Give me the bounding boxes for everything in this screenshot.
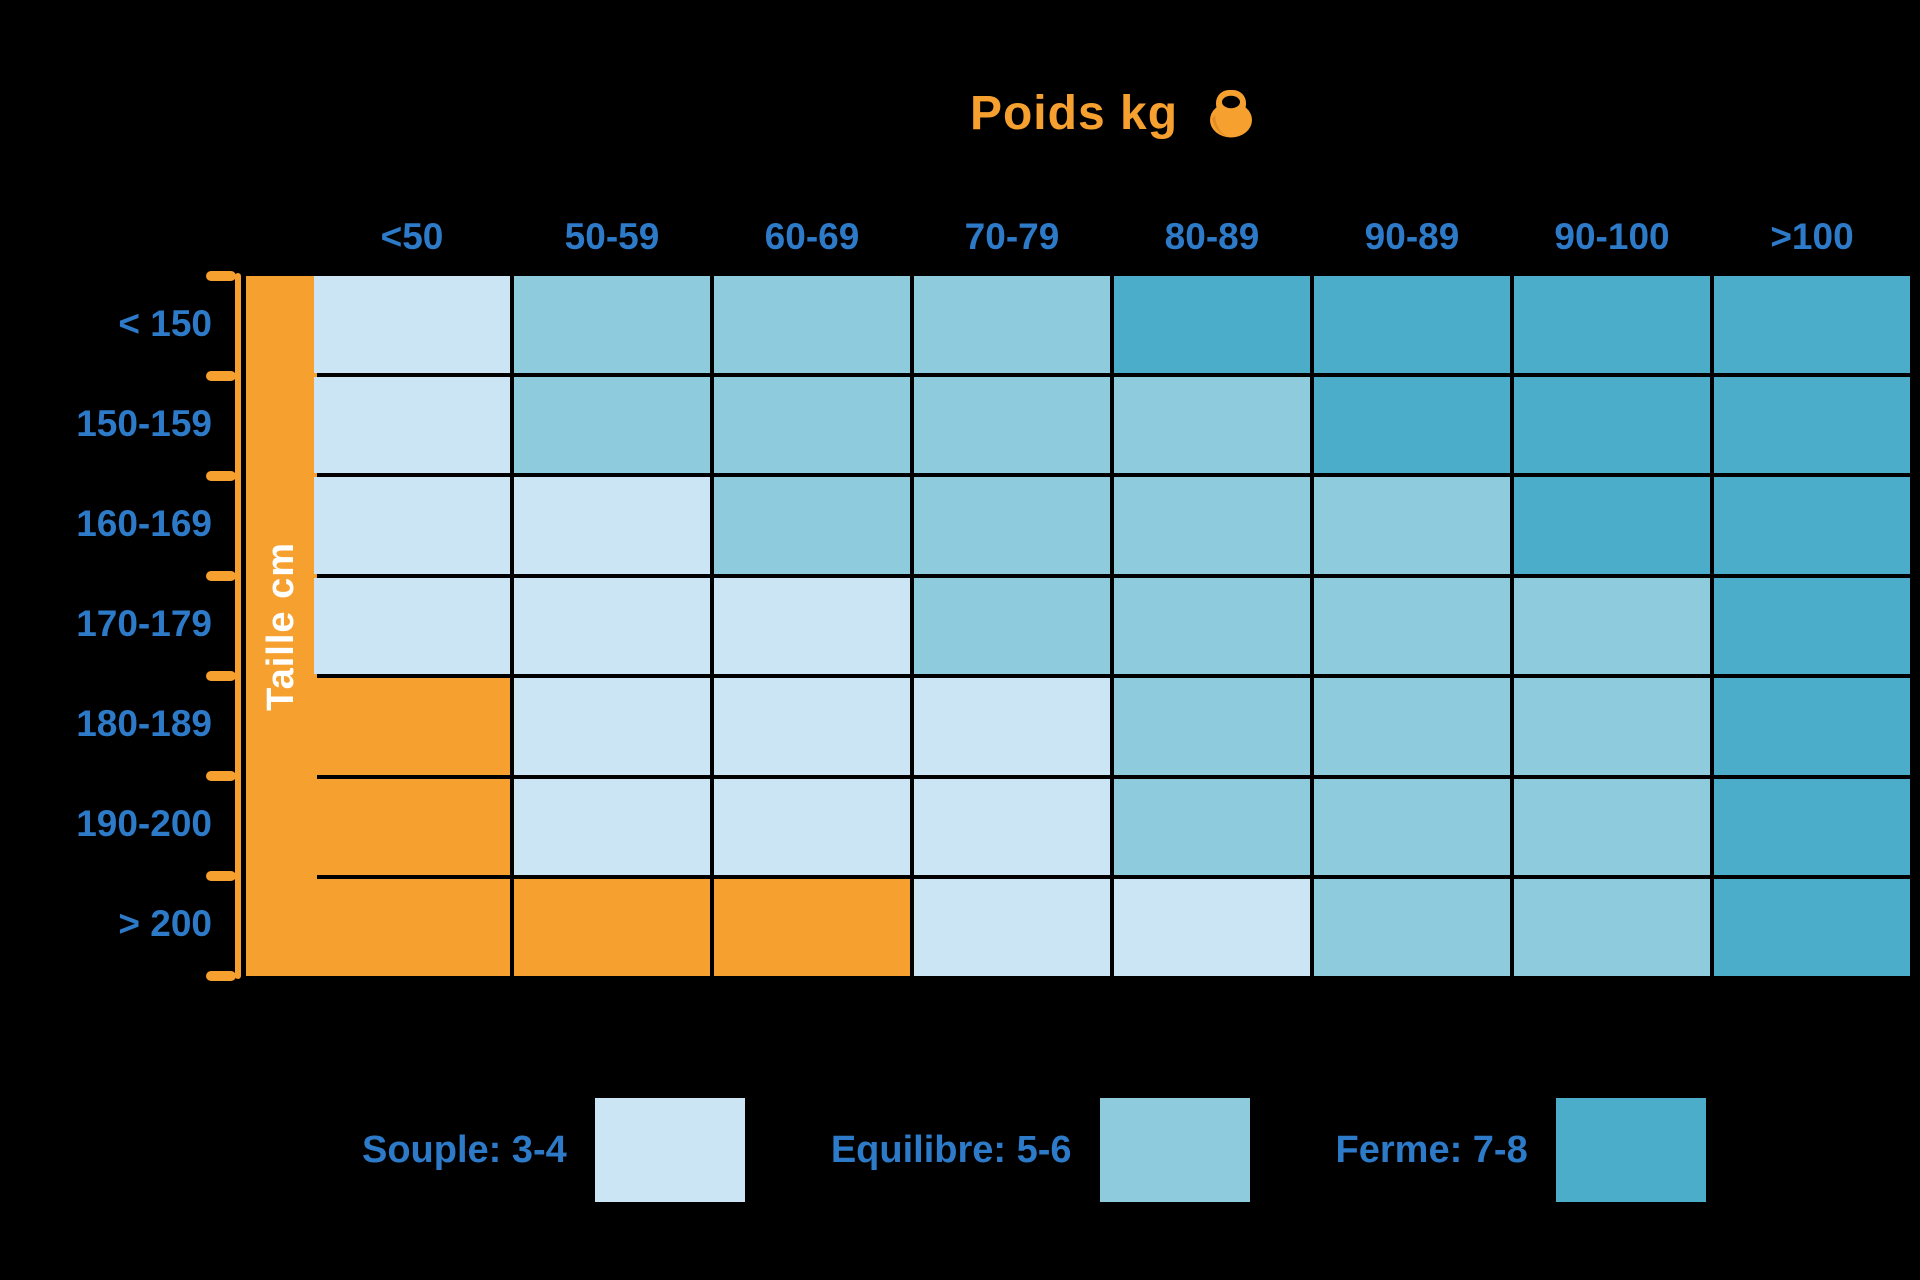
heatmap-cell — [914, 376, 1110, 474]
kettlebell-icon — [1208, 89, 1254, 138]
y-axis-line — [235, 273, 241, 979]
heatmap-cell — [914, 678, 1110, 775]
column-header: 50-59 — [564, 216, 660, 257]
row-label: 180-189 — [76, 703, 212, 744]
heatmap-cell — [1314, 577, 1510, 675]
row-label: 160-169 — [76, 503, 212, 544]
heatmap-cell — [1514, 778, 1710, 876]
heatmap-cell — [514, 879, 710, 976]
column-header: 80-89 — [1164, 216, 1260, 257]
y-axis-tick — [206, 671, 236, 681]
heatmap-cell — [314, 276, 510, 373]
legend-swatch — [594, 1098, 745, 1202]
heatmap-cell — [1714, 477, 1910, 574]
y-axis-tick — [206, 571, 236, 581]
heatmap-cell — [714, 276, 910, 373]
column-header: 90-89 — [1364, 216, 1460, 257]
legend-item: Souple: 3-4 — [362, 1098, 745, 1202]
heatmap-cell — [1514, 276, 1710, 373]
heatmap-cell — [1314, 678, 1510, 775]
heatmap-cell — [1714, 879, 1910, 976]
y-axis-tick — [206, 871, 236, 881]
heatmap-cell — [714, 376, 910, 474]
column-headers: <50 50-59 60-69 70-79 80-89 90-89 90-100 >100 — [314, 208, 1910, 266]
heatmap-cell — [514, 376, 710, 474]
heatmap-cell — [914, 577, 1110, 675]
heatmap-cell — [1714, 376, 1910, 474]
row-label: 150-159 — [76, 403, 212, 444]
legend: Souple: 3-4 Equilibre: 5-6 Ferme: 7-8 — [362, 1098, 1706, 1202]
heatmap-cell — [314, 678, 510, 775]
column-header: 70-79 — [964, 216, 1060, 257]
heatmap-cell — [1114, 577, 1310, 675]
row-label: < 150 — [118, 303, 212, 344]
heatmap-cell — [1314, 276, 1510, 373]
legend-swatch — [1099, 1098, 1250, 1202]
legend-item: Ferme: 7-8 — [1336, 1098, 1706, 1202]
y-axis-tick — [206, 271, 236, 281]
y-axis-title-strip: Taille cm — [246, 276, 317, 976]
column-header: 90-100 — [1554, 216, 1670, 257]
heatmap-cell — [1514, 477, 1710, 574]
legend-label: Souple: 3-4 — [362, 1128, 567, 1171]
heatmap-cell — [714, 577, 910, 675]
legend-item: Equilibre: 5-6 — [831, 1098, 1250, 1202]
heatmap-cell — [314, 376, 510, 474]
heatmap-cell — [1114, 276, 1310, 373]
row-label: 190-200 — [76, 803, 212, 844]
y-axis-tick — [206, 771, 236, 781]
heatmap-cell — [1514, 577, 1710, 675]
legend-swatch — [1555, 1098, 1706, 1202]
heatmap-cell — [1314, 879, 1510, 976]
x-axis-title-row: Poids kg — [314, 86, 1910, 141]
y-axis-tick — [206, 971, 236, 981]
column-header: >100 — [1770, 216, 1854, 257]
heatmap-cell — [914, 778, 1110, 876]
heatmap-cell — [1114, 376, 1310, 474]
heatmap-cell — [1314, 778, 1510, 876]
heatmap-cell — [914, 477, 1110, 574]
heatmap-cell — [1114, 678, 1310, 775]
y-axis-tick — [206, 371, 236, 381]
heatmap-cell — [1314, 477, 1510, 574]
row-label: 170-179 — [76, 603, 212, 644]
heatmap-cell — [1314, 376, 1510, 474]
heatmap-cell — [914, 276, 1110, 373]
heatmap-cell — [1514, 376, 1710, 474]
heatmap-grid — [314, 276, 1910, 976]
legend-label: Equilibre: 5-6 — [830, 1128, 1072, 1171]
x-axis-title: Poids kg — [969, 87, 1179, 140]
heatmap-cell — [314, 577, 510, 675]
heatmap-cell — [514, 778, 710, 876]
heatmap-cell — [514, 477, 710, 574]
heatmap-cell — [714, 477, 910, 574]
heatmap-cell — [514, 678, 710, 775]
heatmap-cell — [314, 778, 510, 876]
y-axis-tick — [206, 471, 236, 481]
heatmap-cell — [1114, 477, 1310, 574]
heatmap-cell — [1514, 879, 1710, 976]
column-header: <50 — [380, 216, 444, 257]
heatmap-cell — [714, 778, 910, 876]
heatmap-cell — [1714, 577, 1910, 675]
legend-label: Ferme: 7-8 — [1335, 1128, 1528, 1171]
heatmap-cell — [314, 879, 510, 976]
column-header: 60-69 — [764, 216, 860, 257]
y-axis-title: Taille cm — [260, 541, 302, 711]
heatmap-cell — [714, 879, 910, 976]
heatmap-cell — [514, 276, 710, 373]
heatmap-cell — [1714, 678, 1910, 775]
heatmap-cell — [1714, 276, 1910, 373]
heatmap-cell — [514, 577, 710, 675]
heatmap-cell — [714, 678, 910, 775]
heatmap-cell — [314, 477, 510, 574]
heatmap-cell — [1114, 778, 1310, 876]
heatmap-cell — [1114, 879, 1310, 976]
row-label: > 200 — [118, 903, 212, 944]
heatmap-cell — [914, 879, 1110, 976]
heatmap-cell — [1714, 778, 1910, 876]
heatmap-cell — [1514, 678, 1710, 775]
